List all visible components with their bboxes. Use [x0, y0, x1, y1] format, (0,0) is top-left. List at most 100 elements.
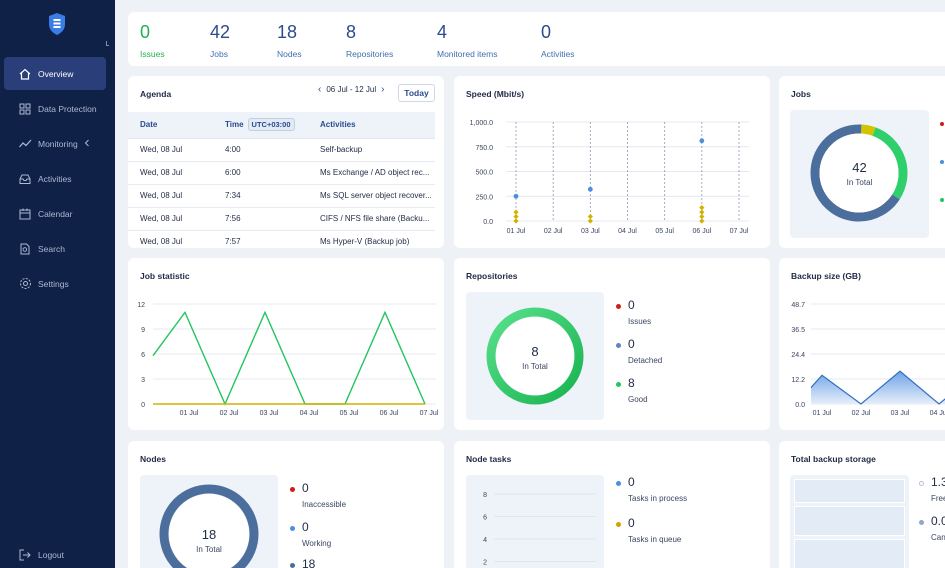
y-tick-label: 0	[141, 402, 145, 409]
table-row[interactable]: Wed, 08 Jul 7:56 CIFS / NFS file share (Ba…	[128, 207, 435, 231]
cell-date: Wed, 08 Jul	[128, 207, 213, 231]
job-statistic-card: Job statistic 12 9 6 3 0 01 Jul 02 Jul 03 Jul 04…	[128, 258, 444, 430]
y-tick-label: 6	[483, 515, 487, 522]
sidebar: Overview Data Protection Monitoring Acti…	[0, 0, 115, 568]
sidebar-item-settings[interactable]: Settings	[4, 267, 106, 300]
legend-label: Tasks in queue	[628, 535, 682, 544]
prev-week-icon[interactable]: ‹	[318, 84, 322, 95]
y-tick-label: 3	[141, 377, 145, 384]
donut-total: 18	[201, 527, 217, 542]
node-tasks-chart-panel: 8 6 4 2	[466, 475, 604, 568]
sidebar-item-overview[interactable]: Overview	[4, 57, 106, 90]
stat-nodes[interactable]: 18 Nodes	[277, 22, 302, 59]
donut-total: 42	[852, 160, 867, 175]
node-tasks-chart: 8 6 4 2	[483, 492, 596, 567]
sidebar-item-activities[interactable]: Activities	[4, 162, 106, 195]
x-tick-label: 04 Jul	[618, 228, 637, 235]
week-range: 06 Jul - 12 Jul	[326, 85, 377, 94]
stat-repositories[interactable]: 8 Repositories	[346, 22, 393, 59]
y-tick-label: 48.7	[791, 302, 805, 309]
legend-label: Good	[628, 395, 648, 404]
sidebar-item-search[interactable]: Search	[4, 232, 106, 265]
legend-value: 0	[628, 516, 635, 530]
x-tick-label: 05 Jul	[655, 228, 674, 235]
stat-monitored-items[interactable]: 4 Monitored items	[437, 22, 497, 59]
app-logo-icon[interactable]	[47, 12, 67, 36]
column-header-date[interactable]: Date	[128, 112, 213, 139]
inbox-icon	[18, 172, 32, 186]
storage-bar-panel	[790, 475, 909, 568]
stat-label: Nodes	[277, 49, 302, 59]
legend-label: Working	[302, 539, 332, 548]
legend-value: 18	[302, 557, 316, 568]
agenda-table: Date Time UTC+03:00 Activities Wed, 08 Ju…	[128, 112, 435, 248]
data-point	[699, 205, 705, 211]
data-point	[513, 213, 519, 220]
collapse-sidebar-icon[interactable]	[106, 41, 109, 46]
y-tick-label: 0.0	[483, 219, 493, 226]
x-tick-label: 06 Jul	[692, 228, 711, 235]
donut-hole	[819, 133, 899, 213]
gear-icon	[18, 277, 32, 291]
logout-icon	[18, 548, 32, 562]
cell-time: 7:56	[213, 207, 308, 231]
storage-bar-segment	[794, 539, 905, 568]
y-tick-label: 4	[483, 537, 487, 544]
legend-dot	[290, 563, 295, 568]
table-row[interactable]: Wed, 08 Jul 6:00 Ms Exchange / AD object r…	[128, 161, 435, 185]
data-point	[587, 218, 593, 224]
legend-dot	[940, 122, 944, 126]
table-row[interactable]: Wed, 08 Jul 4:00 Self-backup	[128, 138, 435, 162]
today-button[interactable]: Today	[398, 84, 435, 102]
x-tick-label: 02 Jul	[220, 410, 239, 417]
legend-dot	[616, 304, 621, 309]
cell-time: 6:00	[213, 161, 308, 185]
nodes-donut-panel: 18 In Total	[140, 475, 278, 568]
sidebar-item-calendar[interactable]: Calendar	[4, 197, 106, 230]
backup-size-card: Backup size (GB) 48.7 36.5 24.4 12.2 0.0 01 J…	[779, 258, 945, 430]
data-point	[513, 218, 519, 224]
data-point	[699, 138, 705, 144]
sidebar-item-label: Search	[38, 243, 65, 254]
cell-activity: Ms Exchange / AD object rec...	[308, 161, 435, 185]
stat-issues[interactable]: 0 Issues	[140, 22, 165, 59]
table-row[interactable]: Wed, 08 Jul 7:57 Ms Hyper-V (Backup job)	[128, 230, 435, 248]
donut-segment-good	[486, 307, 584, 405]
cell-date: Wed, 08 Jul	[128, 161, 213, 185]
stat-value: 0	[541, 22, 552, 42]
timezone-badge[interactable]: UTC+03:00	[247, 118, 295, 132]
backup-size-chart: 48.7 36.5 24.4 12.2 0.0 01 Jul 02 Jul 03 Jul 04 …	[791, 302, 945, 417]
stat-activities[interactable]: 0 Activities	[541, 22, 575, 59]
column-header-time[interactable]: Time UTC+03:00	[213, 112, 308, 139]
legend-label: Free	[931, 494, 945, 503]
legend-dot	[919, 481, 924, 486]
donut-center: 42 In Total	[790, 160, 929, 187]
stat-label: Activities	[541, 49, 575, 59]
card-title: Repositories	[466, 271, 518, 281]
y-tick-label: 9	[141, 327, 145, 334]
sidebar-item-label: Data Protection	[38, 103, 97, 114]
card-title: Total backup storage	[791, 454, 876, 464]
y-tick-label: 500.0	[475, 170, 493, 177]
sidebar-item-data-protection[interactable]: Data Protection	[4, 92, 106, 125]
logout-button[interactable]: Logout	[4, 538, 106, 568]
x-tick-label: 01 Jul	[507, 228, 526, 235]
next-week-icon[interactable]: ›	[381, 84, 385, 95]
sidebar-item-monitoring[interactable]: Monitoring	[4, 127, 106, 160]
legend-value: 0	[628, 475, 635, 489]
legend-label: Detached	[628, 356, 663, 365]
table-row[interactable]: Wed, 08 Jul 7:34 Ms SQL server object reco…	[128, 184, 435, 208]
cell-activity: Ms SQL server object recover...	[308, 184, 435, 208]
grid-icon	[18, 102, 32, 116]
x-tick-label: 01 Jul	[813, 410, 832, 417]
sidebar-item-label: Activities	[38, 173, 72, 184]
column-header-activities[interactable]: Activities	[308, 112, 435, 139]
legend-dot	[616, 382, 621, 387]
x-tick-label: 03 Jul	[260, 410, 279, 417]
calendar-icon	[18, 207, 32, 221]
legend-value: 0.0	[931, 514, 945, 528]
stat-jobs[interactable]: 42 Jobs	[210, 22, 230, 59]
donut-segment	[860, 124, 876, 136]
legend-dot	[616, 522, 621, 527]
stat-value: 0	[140, 22, 151, 42]
